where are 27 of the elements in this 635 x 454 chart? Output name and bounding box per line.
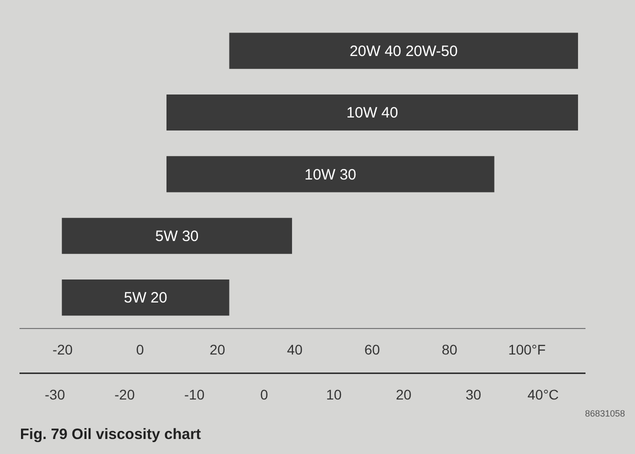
- x2-tick-label: -20: [52, 342, 73, 358]
- y-tick-label: 5W 20: [124, 290, 168, 307]
- x-tick-label: -20: [114, 386, 135, 402]
- x-tick-label: 40°C: [528, 386, 559, 402]
- y-tick-label: 5W 30: [155, 228, 199, 246]
- x-tick-label: -30: [44, 386, 66, 402]
- x-tick-label: 30: [466, 386, 482, 402]
- x-tick-label: 0: [260, 386, 268, 402]
- text: Fig. 79 Oil viscosity chart: [20, 426, 201, 444]
- x2-tick-label: 40: [286, 342, 303, 358]
- bar: [62, 280, 230, 316]
- y-tick-label: 10W 30: [304, 166, 356, 184]
- bar: [166, 156, 494, 192]
- x-tick-label: -10: [184, 386, 205, 402]
- bar: [166, 94, 578, 131]
- x2-tick-label: 0: [136, 342, 144, 358]
- bar: [229, 32, 578, 69]
- x2-tick-label: 20: [210, 342, 226, 358]
- bar: [62, 218, 292, 254]
- x2-tick-label: 80: [442, 342, 458, 358]
- x-tick-label: 10: [326, 386, 342, 402]
- y-tick-label: 10W 40: [346, 104, 398, 122]
- x2-tick-label: 100°F: [508, 342, 546, 358]
- x2-tick-label: 60: [364, 342, 380, 358]
- x-tick-label: 20: [396, 386, 412, 402]
- y-tick-label: 20W 40 20W-50: [350, 42, 458, 60]
- text: 86831058: [584, 408, 625, 418]
